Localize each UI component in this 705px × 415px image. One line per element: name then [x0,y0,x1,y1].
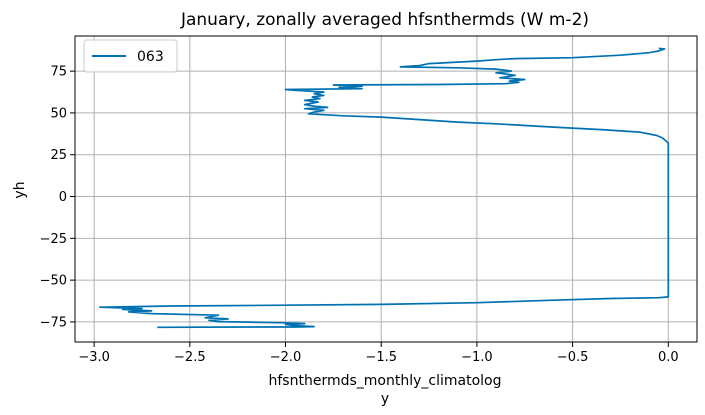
y-tick-label: 25 [50,148,67,163]
chart-title: January, zonally averaged hfsnthermds (W… [180,10,589,30]
x-axis-label-line1: hfsnthermds_monthly_climatolog [269,373,502,389]
y-gridlines [75,70,697,323]
x-axis-label-line2: y [381,391,389,407]
y-tick-label: 75 [50,65,67,80]
y-tick-label: 50 [50,106,67,121]
x-tick-label: 0.0 [658,350,679,365]
y-axis-label: yh [12,181,28,198]
y-tick-label: 0 [59,190,67,205]
series-line-063 [99,47,670,329]
x-tick-label: −1.5 [365,350,397,365]
x-tick-label: −2.5 [174,350,206,365]
x-tick-label: −2.0 [270,350,302,365]
x-gridlines [93,36,669,342]
x-tick-label: −0.5 [557,350,589,365]
y-tick-label: −25 [40,232,67,247]
legend-label-063: 063 [137,49,164,65]
legend-box [83,39,178,73]
series-lines [99,47,670,329]
y-tick-label: −75 [40,315,67,330]
plot-frame [74,35,698,343]
legend: 063 [83,39,178,73]
x-tick-label: −1.0 [461,350,493,365]
y-axis-ticks: −75 −50 −25 0 25 50 75 [40,65,75,330]
y-tick-label: −50 [40,274,67,289]
x-axis-ticks: −3.0 −2.5 −2.0 −1.5 −1.0 −0.5 0.0 [78,342,679,365]
x-tick-label: −3.0 [78,350,110,365]
